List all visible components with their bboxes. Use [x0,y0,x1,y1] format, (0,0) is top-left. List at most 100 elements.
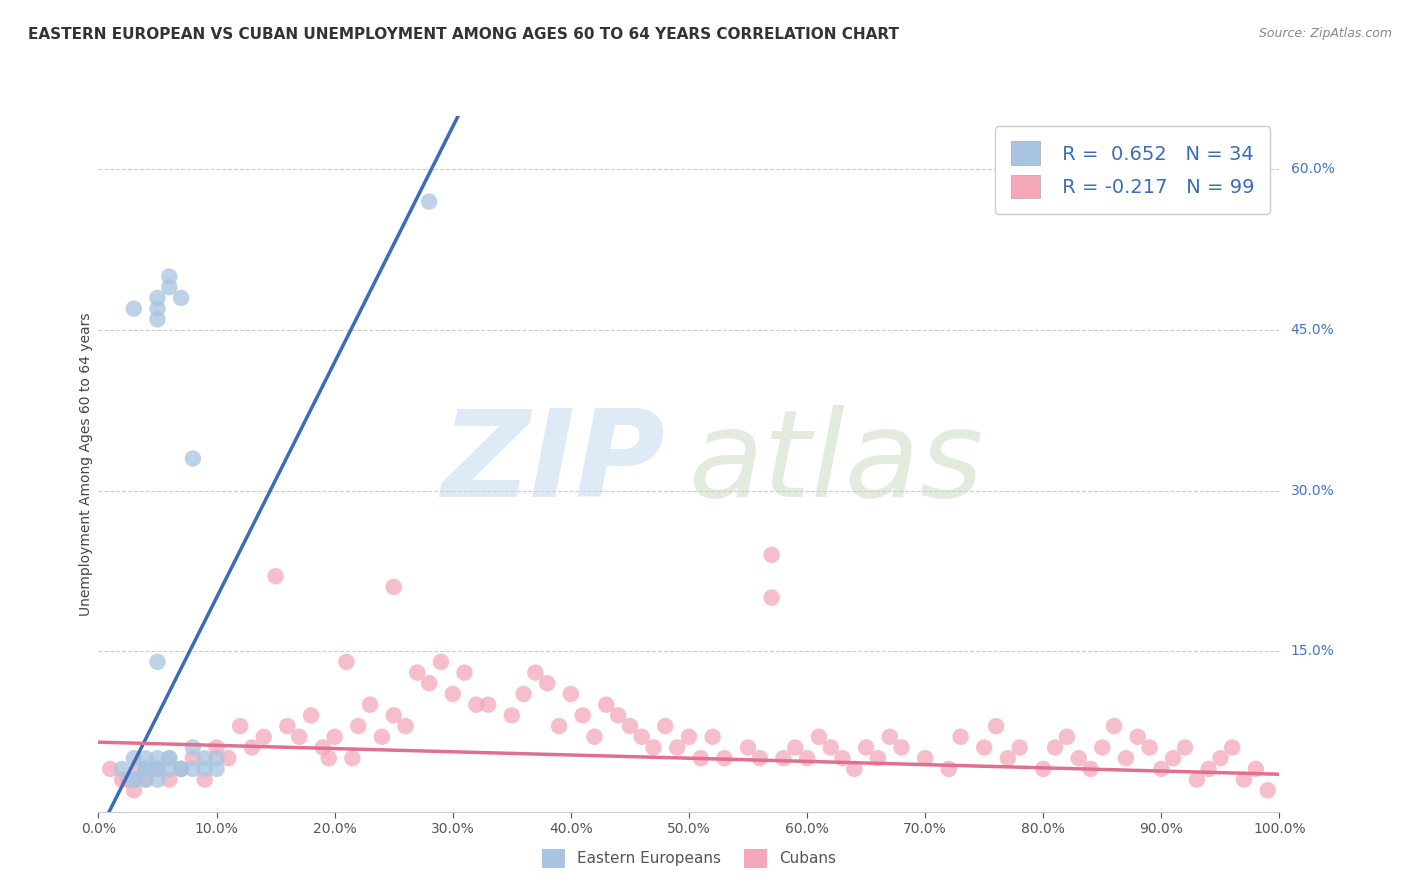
Point [879,730,901,744]
Point [135,772,157,787]
Point [146,762,169,776]
Text: EASTERN EUROPEAN VS CUBAN UNEMPLOYMENT AMONG AGES 60 TO 64 YEARS CORRELATION CHA: EASTERN EUROPEAN VS CUBAN UNEMPLOYMENT A… [28,27,898,42]
Point [938,762,960,776]
Point [146,762,169,776]
Point [583,730,606,744]
Point [205,740,228,755]
Text: 45.0%: 45.0% [1291,323,1334,337]
Point [128,762,150,776]
Point [1161,751,1184,765]
Point [135,762,157,776]
Point [347,719,370,733]
Point [855,740,877,755]
Point [170,762,193,776]
Point [796,751,818,765]
Point [1043,740,1066,755]
Point [194,772,217,787]
Point [890,740,912,755]
Point [619,719,641,733]
Point [122,301,145,316]
Point [157,772,180,787]
Point [560,687,582,701]
Point [122,751,145,765]
Point [477,698,499,712]
Point [831,751,853,765]
Point [117,772,139,787]
Point [146,301,169,316]
Point [146,312,169,326]
Text: 15.0%: 15.0% [1291,644,1334,658]
Point [157,280,180,294]
Point [453,665,475,680]
Point [276,719,298,733]
Point [146,762,169,776]
Point [406,665,429,680]
Point [181,451,204,466]
Point [418,676,440,690]
Point [465,698,488,712]
Text: atlas: atlas [689,405,984,523]
Point [253,730,276,744]
Point [844,762,866,776]
Point [418,194,440,209]
Point [312,740,335,755]
Point [702,730,724,744]
Point [689,751,711,765]
Point [772,751,794,765]
Point [288,730,311,744]
Point [949,730,972,744]
Point [146,751,169,765]
Point [146,291,169,305]
Point [1091,740,1114,755]
Point [737,740,759,755]
Point [761,591,783,605]
Point [1080,762,1102,776]
Point [807,730,830,744]
Point [1067,751,1090,765]
Point [501,708,523,723]
Point [181,762,204,776]
Point [441,687,464,701]
Point [335,655,357,669]
Point [157,751,180,765]
Point [157,762,180,776]
Point [371,730,394,744]
Point [135,762,157,776]
Point [205,751,228,765]
Point [229,719,252,733]
Point [666,740,689,755]
Point [382,580,405,594]
Point [394,719,416,733]
Point [1056,730,1078,744]
Point [678,730,700,744]
Point [524,665,547,680]
Point [630,730,652,744]
Point [181,740,204,755]
Point [205,762,228,776]
Point [1220,740,1243,755]
Point [536,676,558,690]
Point [122,772,145,787]
Point [512,687,534,701]
Point [1139,740,1161,755]
Point [318,751,340,765]
Point [194,751,217,765]
Point [654,719,676,733]
Point [111,762,134,776]
Point [430,655,453,669]
Point [1244,762,1267,776]
Point [748,751,770,765]
Point [299,708,322,723]
Point [1174,740,1197,755]
Point [170,291,193,305]
Text: Source: ZipAtlas.com: Source: ZipAtlas.com [1258,27,1392,40]
Point [135,772,157,787]
Point [323,730,346,744]
Point [1198,762,1220,776]
Point [135,751,157,765]
Point [382,708,405,723]
Point [643,740,665,755]
Point [157,751,180,765]
Point [1126,730,1149,744]
Point [264,569,287,583]
